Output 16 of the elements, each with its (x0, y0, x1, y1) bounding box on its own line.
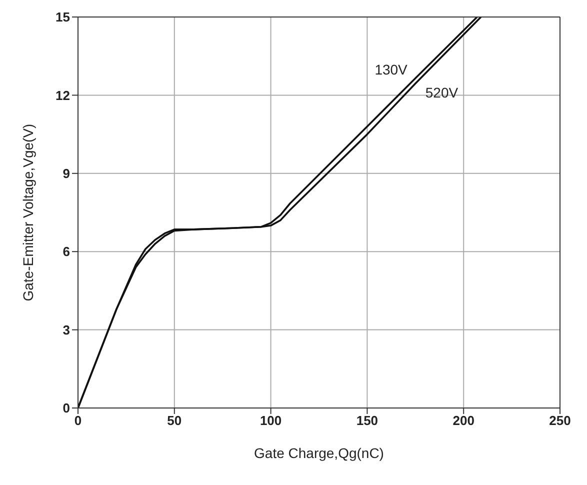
x-tick-label: 50 (167, 413, 182, 428)
x-axis-title: Gate Charge,Qg(nC) (254, 445, 384, 461)
y-tick-label: 12 (56, 88, 70, 103)
y-tick-label: 6 (62, 244, 70, 260)
x-tick-label: 0 (74, 413, 82, 428)
y-axis-title: Gate-Emitter Voltage,Vge(V) (20, 124, 36, 302)
x-tick-label: 250 (549, 413, 571, 428)
series-label: 130V (374, 61, 408, 78)
y-tick-label: 3 (62, 322, 70, 338)
x-tick-label: 200 (452, 413, 474, 428)
y-tick-label: 0 (62, 400, 70, 416)
x-tick-label: 150 (356, 413, 378, 428)
x-tick-label: 100 (260, 413, 282, 428)
y-tick-label: 15 (56, 10, 70, 25)
series-label: 520V (425, 84, 459, 100)
y-tick-label: 9 (62, 166, 70, 182)
